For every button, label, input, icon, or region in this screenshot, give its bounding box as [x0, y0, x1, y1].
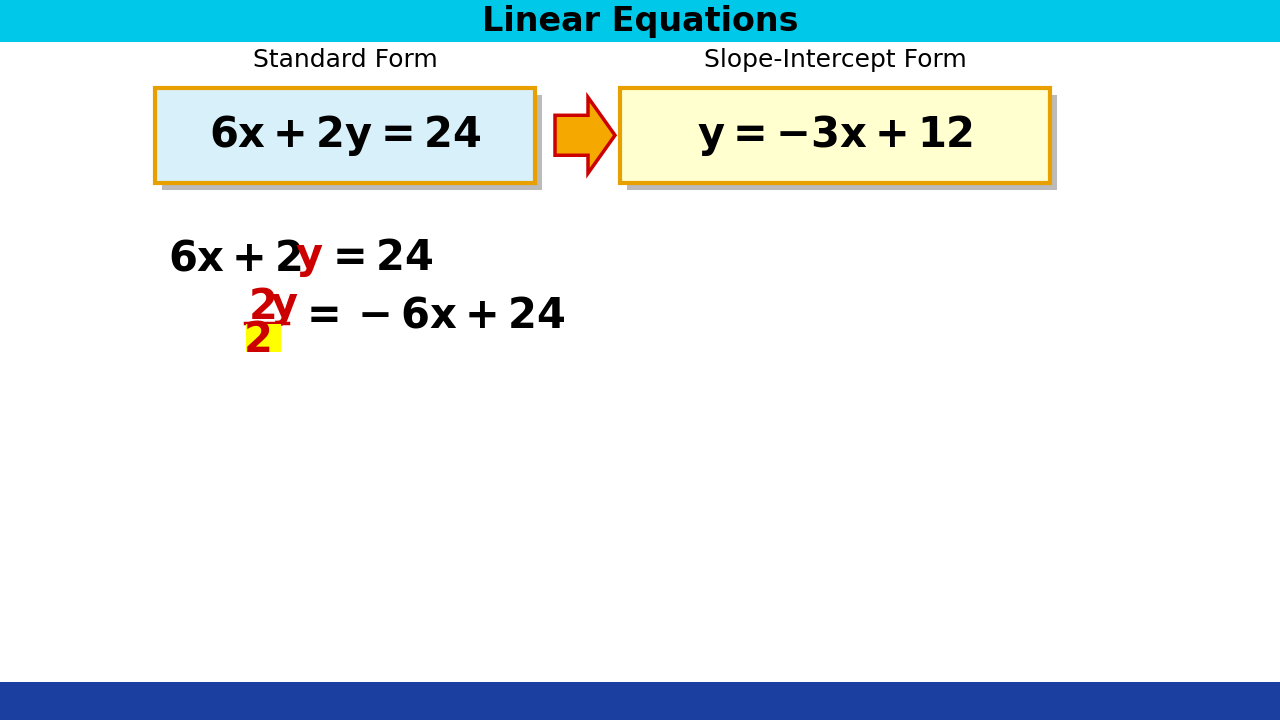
- FancyBboxPatch shape: [0, 0, 1280, 42]
- Text: $\mathbf{6x + 2y = 24}$: $\mathbf{6x + 2y = 24}$: [209, 113, 481, 158]
- FancyBboxPatch shape: [155, 89, 535, 184]
- Text: $\mathbf{2}$: $\mathbf{2}$: [248, 286, 275, 328]
- FancyBboxPatch shape: [620, 89, 1050, 184]
- Polygon shape: [556, 97, 614, 174]
- FancyBboxPatch shape: [0, 42, 1280, 682]
- FancyBboxPatch shape: [246, 324, 282, 352]
- Text: $\mathbf{y}$: $\mathbf{y}$: [270, 286, 298, 328]
- Text: $\mathbf{2}$: $\mathbf{2}$: [243, 319, 270, 361]
- Text: $\mathbf{\, = 24}$: $\mathbf{\, = 24}$: [317, 237, 434, 279]
- Text: Slope-Intercept Form: Slope-Intercept Form: [704, 48, 966, 72]
- Text: Standard Form: Standard Form: [252, 48, 438, 72]
- Text: $\mathbf{6x + 2}$: $\mathbf{6x + 2}$: [168, 237, 302, 279]
- Text: $\mathbf{y}$: $\mathbf{y}$: [294, 237, 324, 279]
- Text: Linear Equations: Linear Equations: [481, 5, 799, 38]
- Text: $\mathbf{= -6x + 24}$: $\mathbf{= -6x + 24}$: [298, 294, 564, 336]
- Text: $\mathbf{y = {-}3x + 12}$: $\mathbf{y = {-}3x + 12}$: [696, 113, 973, 158]
- FancyBboxPatch shape: [163, 95, 541, 190]
- FancyBboxPatch shape: [627, 95, 1057, 190]
